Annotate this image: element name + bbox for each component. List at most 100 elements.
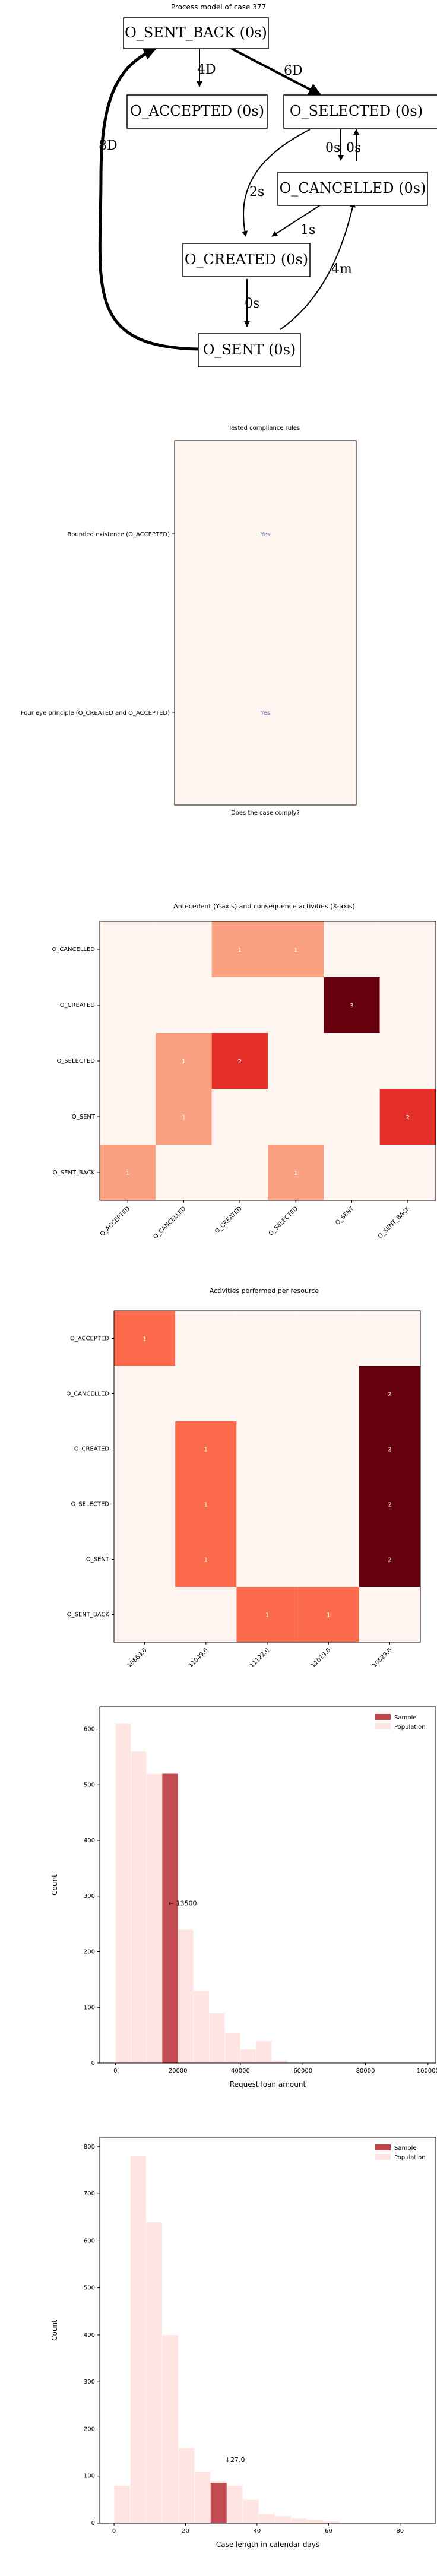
x-tick-label: 0 (112, 2528, 116, 2534)
y-tick-label: O_CANCELLED (52, 946, 95, 953)
x-tick-label: O_SENT (334, 1205, 356, 1227)
population-bar (146, 1773, 163, 2064)
y-tick-label: O_SELECTED (71, 1501, 109, 1508)
legend-label: Population (394, 2154, 426, 2161)
compliance-area (174, 440, 357, 806)
heatmap-cell (268, 1089, 324, 1145)
heatmap-cell-label: 2 (388, 1447, 391, 1453)
edge-label: 0s (325, 141, 340, 156)
edge-label: 1s (300, 223, 315, 237)
y-axis-label: Count (50, 1874, 59, 1896)
population-bar (224, 2032, 241, 2064)
heatmap-cell (175, 1421, 237, 1476)
x-tick-label: O_CREATED (214, 1205, 243, 1235)
x-tick-label: 11019.0 (310, 1647, 332, 1668)
heatmap-cell-label: 1 (294, 947, 297, 953)
y-tick-label: 0 (91, 2520, 95, 2527)
edge-label: 6D (284, 64, 303, 78)
heatmap-cell (236, 1311, 298, 1366)
edge-sent-sentback (98, 47, 200, 351)
heatmap-cell-label: 1 (294, 1170, 297, 1177)
compliance-rule-label: Bounded existence (O_ACCEPTED) (67, 531, 170, 538)
heatmap-cell (297, 1311, 359, 1366)
y-tick-label: O_SENT (72, 1114, 96, 1120)
process-model-graph: Process model of case 377 4D 6D 8D 0s 0s… (98, 3, 437, 367)
heatmap-cell (211, 977, 268, 1033)
node-created: O_CREATED (0s) (182, 243, 311, 277)
heatmap-cell (156, 921, 212, 977)
y-tick-label: 700 (84, 2191, 95, 2197)
resource-heatmap: Activities performed per resource 1 2 1 2 1 2… (66, 1287, 421, 1669)
heatmap-cell (211, 1033, 268, 1089)
y-tick-label: 500 (84, 1782, 95, 1788)
heatmap-cell (236, 1532, 298, 1587)
x-tick-label: 60000 (293, 2068, 312, 2074)
population-bar (255, 2040, 272, 2064)
x-tick-label: 40 (254, 2528, 261, 2534)
compliance-value: Yes (260, 531, 270, 538)
heatmap-cell-label: 2 (388, 1392, 391, 1398)
y-tick-label: 600 (84, 1726, 95, 1733)
heatmap-cell (114, 1421, 176, 1476)
edge-label: 4m (331, 262, 352, 277)
compliance-xlabel: Does the case comply? (231, 810, 300, 816)
heatmap-cell (359, 1476, 420, 1532)
heatmap-cell (175, 1311, 237, 1366)
population-bar (306, 2519, 324, 2524)
heatmap-cell (114, 1311, 176, 1366)
x-tick-label: 11049.0 (188, 1647, 210, 1668)
legend-swatch-population (375, 2154, 391, 2160)
heatmap-cell (268, 921, 324, 977)
population-bar (274, 2515, 292, 2524)
legend-swatch-population (375, 1723, 391, 1729)
heatmap-cell (236, 1366, 298, 1421)
population-bar (178, 1929, 194, 2064)
sample-annotation: ↓27.0 (225, 2456, 245, 2464)
y-tick-label: 200 (84, 2426, 95, 2432)
edge-sentback-selected (231, 47, 322, 96)
resource-heatmap-panel: Activities performed per resource 1 2 1 2 1 2… (0, 1276, 437, 1669)
x-tick-label: 0 (113, 2068, 117, 2074)
population-bar (258, 2513, 276, 2524)
heatmap-cell (379, 1033, 436, 1089)
heatmap-cell (359, 1311, 420, 1366)
population-bar (131, 1751, 147, 2064)
heatmap-cell (114, 1532, 176, 1587)
heatmap-cell-label: 1 (327, 1612, 330, 1619)
heatmap-cell (156, 1089, 212, 1145)
compliance-value: Yes (260, 710, 270, 717)
process-model-panel: Process model of case 377 4D 6D 8D 0s 0s… (0, 0, 437, 380)
population-bar (129, 2156, 147, 2524)
heatmap-cell-label: 2 (406, 1114, 410, 1121)
sample-bar (162, 1773, 178, 2063)
heatmap-cell (114, 1366, 176, 1421)
heatmap-cell-label: 1 (204, 1502, 208, 1509)
heatmap-cell (297, 1532, 359, 1587)
heatmap-cell-label: 1 (182, 1059, 185, 1065)
heatmap-cell-label: 2 (388, 1502, 391, 1509)
heatmap-cell (359, 1532, 420, 1587)
heatmap-cell (100, 1033, 156, 1089)
heatmap-cell (297, 1421, 359, 1476)
process-model-title: Process model of case 377 (171, 3, 266, 11)
x-tick-label: 60 (325, 2528, 332, 2534)
y-tick-label: O_CANCELLED (66, 1391, 109, 1398)
heatmap-cell (268, 1033, 324, 1089)
heatmap-cell (236, 1587, 298, 1642)
heatmap-title: Activities performed per resource (210, 1287, 319, 1295)
edge-sent-cancelled (280, 201, 356, 330)
y-tick-label: O_SENT (86, 1557, 110, 1563)
x-axis-label: Request loan amount (230, 2080, 306, 2089)
x-tick-label: O_ACCEPTED (99, 1205, 132, 1238)
heatmap-cell (324, 1089, 380, 1145)
heatmap-cell (175, 1587, 237, 1642)
x-tick-label: O_SENT_BACK (377, 1205, 411, 1240)
heatmap-cell-label: 2 (238, 1059, 242, 1065)
x-axis-label: Case length in calendar days (216, 2540, 319, 2549)
sample-annotation: ← 13500 (169, 1900, 197, 1908)
heatmap-cell (100, 921, 156, 977)
heatmap-cell-label: 1 (265, 1612, 269, 1619)
heatmap-cell (359, 1587, 420, 1642)
heatmap-cell (236, 1421, 298, 1476)
